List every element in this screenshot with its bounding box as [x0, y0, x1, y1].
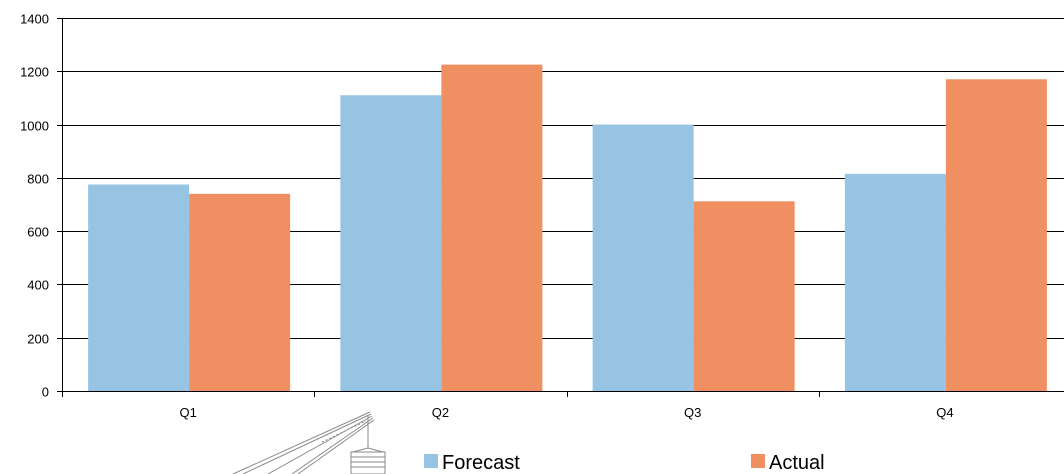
bar-forecast-q3 — [592, 124, 694, 392]
bar-actual-q2 — [441, 64, 543, 391]
bar-actual-q1 — [189, 193, 291, 391]
y-tick-label: 200 — [27, 332, 49, 347]
y-tick-label: 1400 — [20, 12, 49, 27]
y-tick-label: 1000 — [20, 119, 49, 134]
x-tick-label: Q4 — [936, 405, 953, 420]
x-tick-label: Q1 — [179, 405, 196, 420]
bar-actual-q4 — [945, 79, 1047, 392]
x-tick-label: Q2 — [432, 405, 449, 420]
y-tick-label: 600 — [27, 225, 49, 240]
bar-forecast-q1 — [88, 184, 190, 391]
axes — [62, 18, 1064, 392]
crane-icon — [232, 411, 386, 474]
legend-swatch-actual — [751, 454, 765, 468]
y-tick-label: 800 — [27, 172, 49, 187]
legend: Forecast Actual — [424, 452, 825, 474]
bar-forecast-q4 — [844, 173, 946, 391]
y-tick-label: 1200 — [20, 65, 49, 80]
x-tick-label: Q3 — [684, 405, 701, 420]
legend-swatch-forecast — [424, 454, 438, 468]
bars — [88, 64, 1047, 392]
x-axis-ticks: Q1 Q2 Q3 Q4 — [62, 391, 954, 420]
legend-label-forecast: Forecast — [442, 452, 520, 474]
bar-forecast-q2 — [340, 95, 442, 391]
bar-actual-q3 — [693, 201, 795, 391]
y-tick-label: 0 — [42, 385, 49, 400]
y-tick-label: 400 — [27, 278, 49, 293]
y-axis-ticks: 0 200 400 600 800 1000 1200 1400 — [20, 12, 62, 400]
legend-label-actual: Actual — [769, 452, 825, 474]
